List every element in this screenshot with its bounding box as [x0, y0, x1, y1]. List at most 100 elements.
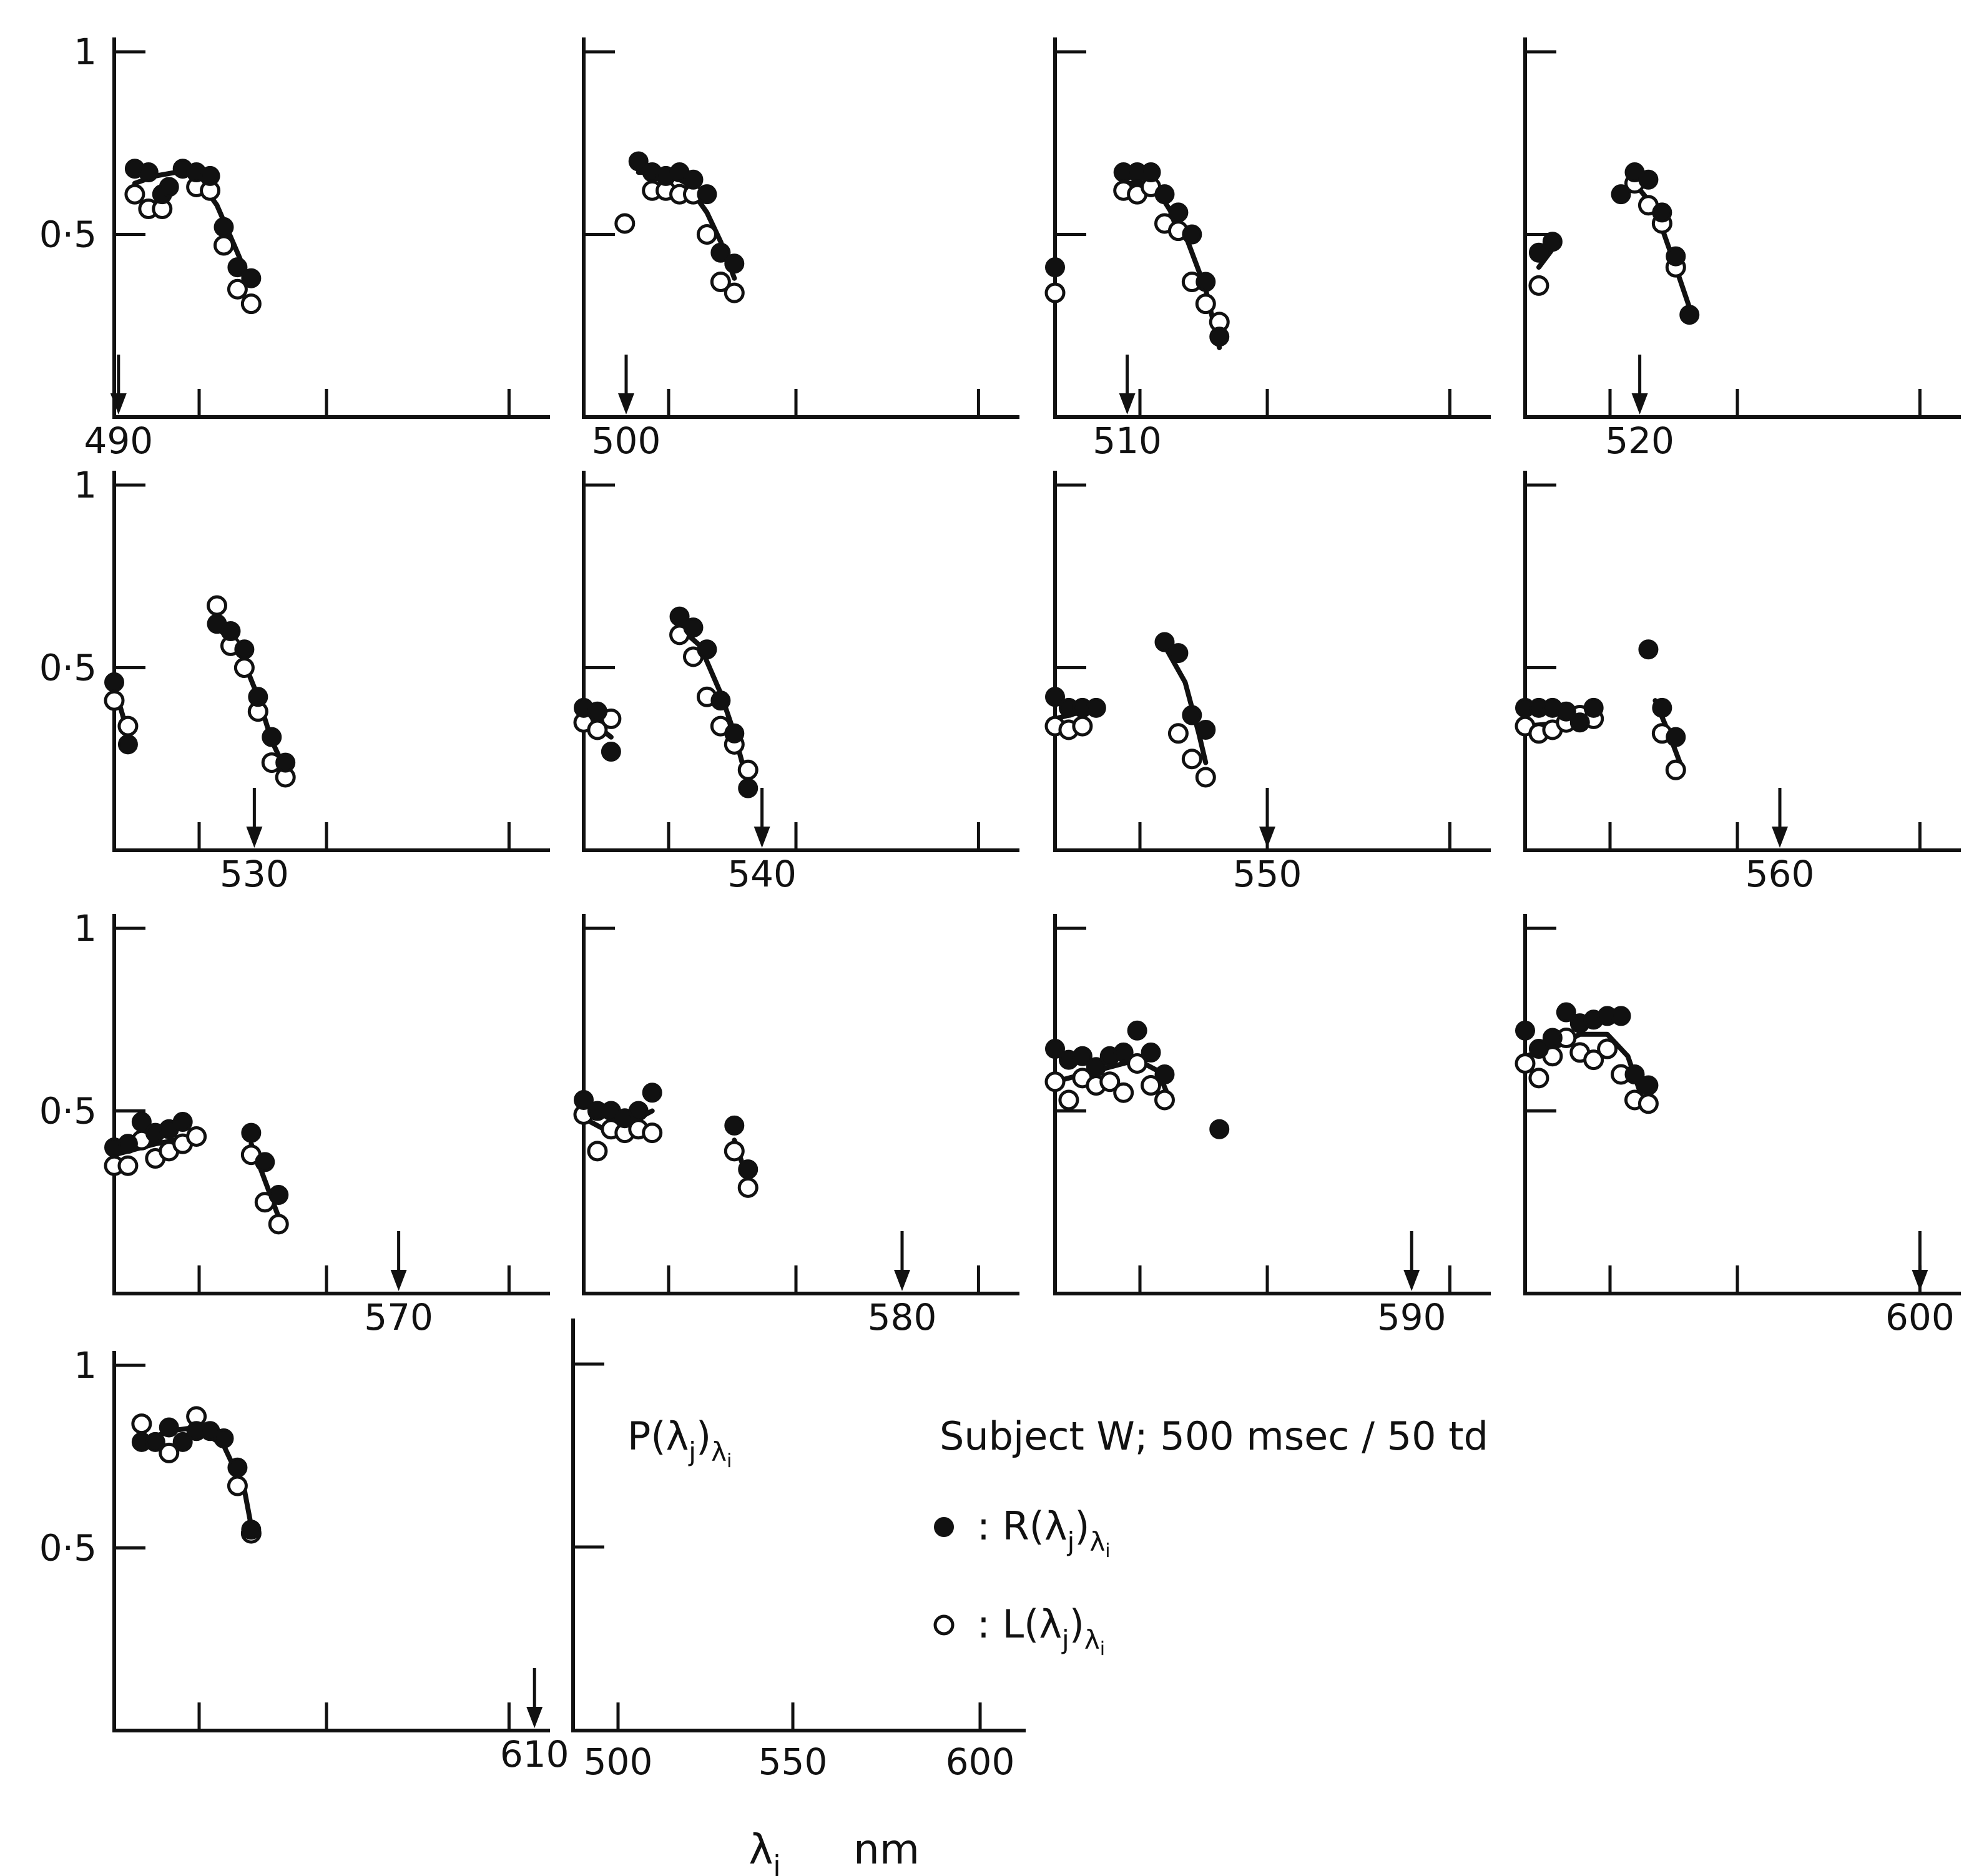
panel-lambda-i-label: 490: [84, 420, 153, 462]
point-R: [214, 1428, 234, 1448]
panel-520: 520: [1523, 37, 1961, 462]
point-R: [1072, 1046, 1092, 1066]
point-R: [710, 242, 731, 263]
panel-lambda-i-label: 520: [1605, 420, 1674, 462]
point-R: [1638, 639, 1659, 660]
panel-610: 1 0·5 610: [39, 1344, 569, 1775]
point-L: [1583, 1049, 1604, 1071]
point-R: [1141, 162, 1161, 183]
point-L: [207, 595, 228, 616]
y-tick-label: 0·5: [39, 1527, 97, 1569]
y-tick-label: 1: [74, 31, 97, 73]
point-R: [1583, 697, 1604, 718]
panel-540: 540: [573, 471, 1019, 895]
point-R: [1652, 202, 1672, 223]
point-R: [241, 1520, 262, 1540]
point-R: [1196, 719, 1216, 740]
point-L: [1044, 282, 1066, 303]
point-L: [1127, 1053, 1148, 1074]
point-R: [234, 639, 255, 660]
point-L: [724, 1141, 745, 1162]
point-R: [1542, 232, 1563, 252]
point-R: [642, 1083, 662, 1103]
point-R: [1045, 687, 1065, 707]
key-panel: 500 550 600: [571, 1319, 1026, 1783]
point-R: [1569, 712, 1590, 733]
point-R: [248, 687, 268, 707]
panel-600: 600: [1515, 914, 1961, 1338]
panel-lambda-i-label: 510: [1092, 420, 1162, 462]
lambda-i-arrow-head: [110, 393, 127, 415]
point-R: [262, 727, 282, 747]
point-R: [1182, 705, 1202, 725]
point-R: [1182, 224, 1202, 245]
point-L: [1195, 767, 1216, 788]
point-R: [1154, 1064, 1175, 1084]
point-R: [1666, 246, 1686, 267]
legend-marker-filled: [934, 1517, 954, 1537]
lambda-i-arrow-head: [1772, 827, 1788, 848]
legend-title: Subject W; 500 msec / 50 td: [940, 1413, 1488, 1459]
panel-530: 1 0·5 530: [39, 464, 550, 895]
lambda-i-arrow-head: [754, 827, 770, 848]
panel-lambda-i-label: 500: [592, 420, 661, 462]
point-L: [724, 282, 745, 303]
point-L: [240, 293, 262, 315]
point-L: [117, 715, 139, 737]
point-L: [1597, 1038, 1618, 1059]
lambda-i-arrow-head: [390, 1270, 407, 1291]
point-L: [696, 224, 717, 245]
point-R: [1154, 184, 1175, 205]
panel-lambda-i-label: 610: [500, 1733, 569, 1775]
point-R: [1515, 1020, 1535, 1041]
point-R: [172, 1432, 193, 1452]
point-R: [697, 184, 717, 205]
lambda-i-arrow-head: [618, 393, 634, 415]
point-L: [268, 1214, 289, 1235]
panel-500: 500: [582, 37, 1019, 462]
point-R: [628, 151, 649, 172]
point-R: [117, 1134, 138, 1154]
point-R: [1045, 257, 1065, 278]
point-L: [233, 657, 255, 678]
lambda-i-arrow-head: [246, 827, 263, 848]
point-L: [1167, 723, 1189, 744]
point-R: [724, 723, 745, 744]
point-L: [1637, 1093, 1659, 1114]
point-R: [1113, 1042, 1134, 1063]
lambda-i-arrow-head: [894, 1270, 910, 1291]
lambda-i-arrow-head: [1119, 393, 1136, 415]
legend-marker-open: [933, 1614, 955, 1636]
point-R: [628, 1101, 649, 1121]
panel-lambda-i-label: 540: [727, 853, 797, 895]
point-R: [683, 617, 704, 638]
point-L: [1058, 1089, 1079, 1111]
point-R: [1127, 1020, 1147, 1041]
point-L: [1044, 1071, 1066, 1093]
point-L: [1141, 1075, 1162, 1096]
point-R: [738, 778, 759, 798]
point-L: [1072, 715, 1093, 737]
point-R: [697, 639, 717, 660]
panel-label: P(λj)λi: [627, 1413, 732, 1472]
x-axis-unit: nm: [853, 1825, 920, 1874]
y-tick-label: 0·5: [39, 214, 97, 256]
point-R: [1611, 1006, 1631, 1026]
point-L: [1113, 1082, 1134, 1103]
panels-group: 1 0·5 490 500 510 520 1 0·5 530 540 550 560 1 0·5 570 5…: [39, 31, 1961, 1775]
panel-lambda-i-label: 550: [1233, 853, 1302, 895]
panel-lambda-i-label: 600: [1885, 1296, 1955, 1338]
point-R: [1168, 643, 1189, 664]
point-R: [587, 701, 607, 722]
point-R: [268, 1185, 289, 1206]
point-L: [710, 272, 731, 293]
point-R: [131, 1112, 152, 1132]
panel-lambda-i-label: 590: [1377, 1296, 1446, 1338]
point-R: [1154, 632, 1175, 652]
lambda-i-arrow-head: [526, 1707, 543, 1728]
point-R: [683, 169, 704, 190]
point-R: [104, 672, 124, 692]
point-R: [241, 1122, 262, 1143]
point-R: [1556, 1002, 1576, 1023]
point-R: [1624, 1064, 1645, 1084]
